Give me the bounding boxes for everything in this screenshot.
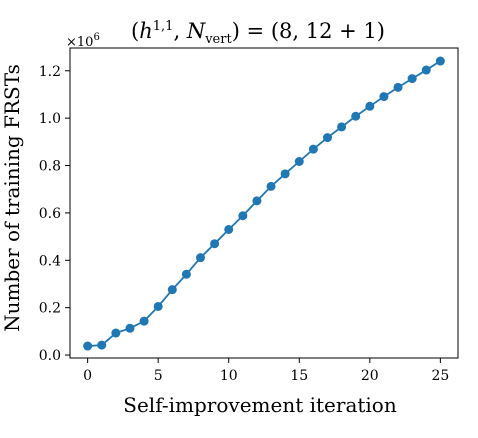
data-point (407, 74, 417, 84)
y-tick-label: 1.2 (39, 64, 61, 80)
data-point (153, 301, 163, 311)
data-point (337, 122, 347, 132)
data-point (97, 340, 107, 350)
data-point (365, 101, 375, 111)
data-point (252, 196, 262, 206)
data-point (238, 211, 248, 221)
x-tick-label: 25 (431, 368, 449, 384)
data-point (379, 92, 389, 102)
x-axis-label: Self-improvement iteration (123, 393, 397, 417)
data-point (224, 224, 234, 234)
y-tick-label: 0.0 (39, 348, 61, 364)
data-point (139, 316, 149, 326)
data-point (111, 328, 121, 338)
chart-title: (h1,1, Nvert) = (8, 12 + 1) (131, 19, 385, 47)
plot-frame (69, 47, 459, 359)
data-point (266, 181, 276, 191)
series-layer (83, 56, 445, 351)
y-axis-label: Number of training FRSTs (0, 64, 24, 332)
y-tick-label: 0.2 (39, 301, 61, 317)
series-line (87, 60, 441, 347)
data-point (294, 156, 304, 166)
data-point (125, 323, 135, 333)
y-tick-label: 0.4 (39, 253, 61, 269)
data-point (181, 269, 191, 279)
data-point (322, 133, 332, 143)
data-point (196, 253, 206, 263)
x-tick-label: 5 (154, 368, 163, 384)
data-point (421, 65, 431, 75)
x-tick-label: 15 (290, 368, 308, 384)
y-tick-label: 0.8 (39, 159, 61, 175)
y-offset-text: ×106 (66, 32, 100, 50)
data-point (280, 169, 290, 179)
data-point (308, 144, 318, 154)
x-tick-label: 20 (361, 368, 379, 384)
data-point (435, 56, 445, 66)
data-point (83, 341, 93, 351)
y-tick-label: 1.0 (39, 111, 61, 127)
data-point (210, 239, 220, 249)
ticks-layer: 0 5 10 15 20 25 0.0 0.2 0.4 0.6 0.8 1.0 1.2 (39, 64, 450, 384)
data-point (167, 285, 177, 295)
x-tick-label: 10 (220, 368, 238, 384)
y-tick-label: 0.6 (39, 206, 61, 222)
data-point (351, 111, 361, 121)
x-tick-label: 0 (83, 368, 92, 384)
data-point (393, 82, 403, 92)
